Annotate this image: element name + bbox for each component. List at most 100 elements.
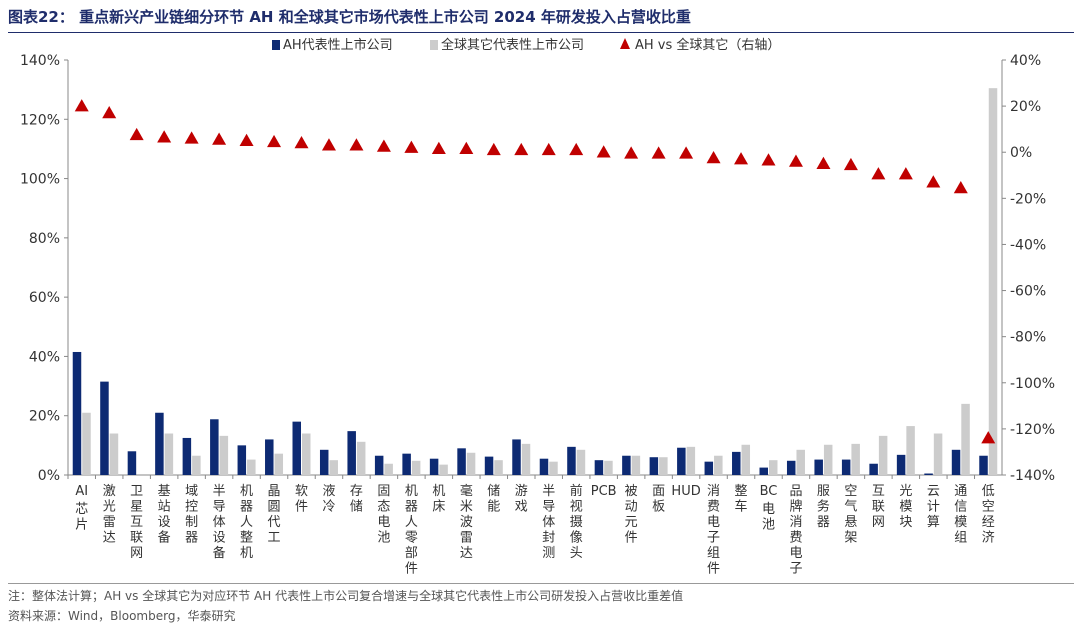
diff-marker: [102, 106, 117, 119]
legend-label-ah: AH代表性上市公司: [283, 37, 393, 53]
bar-ah: [567, 446, 576, 475]
legend-swatch-ah: [272, 40, 280, 50]
legend-swatch-global: [430, 40, 438, 50]
x-tick-label: 机床: [432, 484, 445, 515]
right-tick-label: -20%: [1010, 191, 1046, 207]
x-tick-label: 云计算: [927, 484, 940, 530]
diff-marker: [431, 141, 446, 155]
left-tick-label: 140%: [20, 53, 60, 69]
diff-marker: [541, 142, 556, 156]
bar-ah: [292, 421, 301, 475]
x-tick-label: 机器人零部件: [405, 484, 418, 577]
title-divider: [8, 32, 1074, 33]
diff-marker: [871, 167, 886, 180]
right-tick-label: -120%: [1010, 422, 1055, 438]
diff-marker: [624, 146, 639, 159]
bar-ah: [402, 453, 411, 475]
figure-title: 图表22： 重点新兴产业链细分环节 AH 和全球其它市场代表性上市公司 2024…: [8, 8, 691, 26]
right-tick-label: -140%: [1010, 468, 1055, 484]
bar-ah: [182, 437, 192, 475]
bar-global: [988, 88, 998, 476]
diff-marker: [761, 153, 776, 166]
bar-ah: [484, 456, 494, 475]
bar-global: [576, 449, 586, 475]
footnote: 注：整体法计算；AH vs 全球其它为对应环节 AH 代表性上市公司复合增速与全…: [8, 589, 684, 603]
bar-global: [796, 449, 805, 475]
diff-marker: [706, 150, 721, 164]
diff-marker: [321, 138, 336, 151]
right-tick-label: 40%: [1010, 53, 1041, 69]
x-tick-label: 光模块: [899, 484, 912, 530]
bar-global: [356, 441, 366, 475]
right-tick-label: -100%: [1010, 376, 1055, 392]
diff-marker: [843, 157, 858, 171]
x-tick-label: 基站设备: [158, 484, 171, 546]
right-tick-label: 20%: [1010, 99, 1041, 115]
bar-global: [109, 433, 119, 475]
bar-global: [164, 433, 174, 475]
x-tick-label: PCB: [591, 484, 617, 499]
left-tick-label: 60%: [29, 290, 60, 306]
right-tick-label: -60%: [1010, 284, 1046, 300]
bar-global: [961, 403, 970, 475]
x-tick-label: 面板: [652, 484, 665, 515]
left-tick-label: 80%: [29, 231, 60, 247]
diff-marker: [404, 140, 419, 153]
legend-label-diff: AH vs 全球其它（右轴）: [635, 37, 780, 53]
left-tick-label: 100%: [20, 172, 60, 188]
diff-marker: [239, 133, 254, 146]
x-tick-label: 液冷: [322, 484, 335, 515]
diff-marker: [679, 146, 694, 159]
x-tick-label: 卫星互联网: [130, 484, 143, 561]
diff-marker: [596, 145, 611, 158]
bar-ah: [512, 439, 521, 475]
left-tick-label: 0%: [38, 468, 60, 484]
bar-ah: [100, 381, 109, 475]
diff-marker: [788, 154, 803, 167]
diff-marker: [898, 167, 913, 180]
right-tick-label: -80%: [1010, 330, 1046, 346]
diff-marker: [816, 156, 831, 169]
bar-ah: [155, 412, 164, 475]
bar-ah: [786, 460, 796, 475]
x-tick-label: 消费电子组件: [707, 484, 720, 577]
diff-marker: [129, 127, 144, 141]
left-tick-label: 20%: [29, 409, 60, 425]
x-tick-label: 服务器: [817, 484, 830, 530]
bar-global: [302, 433, 311, 475]
x-tick-label: 空气悬架: [844, 484, 857, 546]
diff-marker: [294, 136, 309, 149]
diff-marker: [486, 142, 501, 156]
x-tick-label: 品牌消费电子: [789, 484, 802, 577]
bar-global: [82, 412, 91, 475]
x-tick-label: 储能: [487, 484, 500, 515]
bar-global: [494, 460, 503, 475]
x-tick-label: 机器人整机: [240, 484, 253, 561]
bar-ah: [457, 448, 466, 475]
bar-ah: [704, 461, 714, 475]
x-tick-label: 被动元件: [625, 484, 638, 546]
bar-global: [631, 455, 641, 475]
bar-global: [247, 459, 256, 475]
x-tick-label: 固态电池: [377, 484, 390, 546]
x-tick-label: 通信模组: [954, 484, 967, 546]
bar-global: [659, 457, 668, 475]
bar-global: [604, 460, 613, 475]
diff-marker: [184, 131, 199, 144]
bar-global: [274, 453, 284, 475]
footer-divider: [8, 583, 1074, 584]
source-note: 资料来源：Wind，Bloomberg，华泰研究: [8, 609, 236, 623]
x-tick-label: 半导体设备: [213, 484, 226, 561]
diff-marker: [926, 175, 941, 188]
bar-ah: [539, 458, 549, 475]
bar-global: [714, 455, 723, 475]
diff-marker: [734, 152, 749, 165]
diff-marker: [981, 431, 996, 444]
bar-ah: [841, 459, 851, 475]
left-tick-label: 40%: [29, 349, 60, 365]
bar-global: [906, 426, 915, 475]
diff-marker: [514, 142, 529, 156]
bar-global: [329, 460, 338, 475]
bar-ah: [869, 463, 878, 475]
x-tick-label: 晶圆代工: [268, 484, 281, 546]
